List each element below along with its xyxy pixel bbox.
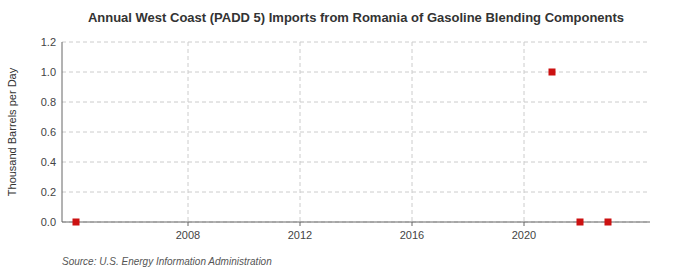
y-axis-line bbox=[62, 42, 63, 222]
y-tick-label: 1.0 bbox=[41, 66, 56, 78]
chart-container: 0.0 0.2 0.4 0.6 0.8 1.0 1.2 2008 2012 2016 2020 Ann… bbox=[0, 0, 675, 275]
data-point bbox=[73, 219, 80, 226]
y-tick-label: 0.2 bbox=[41, 186, 56, 198]
y-grid-line bbox=[62, 42, 650, 43]
x-grid-line bbox=[524, 42, 525, 222]
y-axis: 0.0 0.2 0.4 0.6 0.8 1.0 1.2 bbox=[41, 36, 650, 228]
y-grid-line bbox=[62, 72, 650, 73]
x-tick bbox=[300, 222, 301, 226]
x-tick-label: 2020 bbox=[512, 229, 536, 241]
x-grid-line bbox=[188, 42, 189, 222]
y-grid-line bbox=[62, 162, 650, 163]
x-axis: 2008 2012 2016 2020 bbox=[176, 42, 536, 241]
y-tick-label: 0.4 bbox=[41, 156, 56, 168]
y-grid-line bbox=[62, 102, 650, 103]
chart-svg: 0.0 0.2 0.4 0.6 0.8 1.0 1.2 2008 2012 2016 2020 Ann… bbox=[0, 0, 675, 275]
x-grid-line bbox=[300, 42, 301, 222]
y-grid-line bbox=[62, 192, 650, 193]
x-tick bbox=[524, 222, 525, 226]
y-tick-label: 1.2 bbox=[41, 36, 56, 48]
y-tick-label: 0.0 bbox=[41, 216, 56, 228]
marks bbox=[73, 69, 612, 226]
chart-title: Annual West Coast (PADD 5) Imports from … bbox=[88, 10, 624, 25]
x-tick-label: 2012 bbox=[288, 229, 312, 241]
x-tick bbox=[412, 222, 413, 226]
x-tick bbox=[188, 222, 189, 226]
x-grid-line bbox=[412, 42, 413, 222]
data-point bbox=[577, 219, 584, 226]
source-note: Source: U.S. Energy Information Administ… bbox=[62, 256, 272, 267]
y-grid-line bbox=[62, 132, 650, 133]
data-point bbox=[605, 219, 612, 226]
y-tick-label: 0.8 bbox=[41, 96, 56, 108]
x-tick-label: 2016 bbox=[400, 229, 424, 241]
y-grid-line bbox=[62, 222, 650, 223]
x-axis-line bbox=[62, 222, 650, 223]
y-axis-label: Thousand Barrels per Day bbox=[6, 67, 18, 196]
x-tick-label: 2008 bbox=[176, 229, 200, 241]
data-point bbox=[549, 69, 556, 76]
y-tick-label: 0.6 bbox=[41, 126, 56, 138]
